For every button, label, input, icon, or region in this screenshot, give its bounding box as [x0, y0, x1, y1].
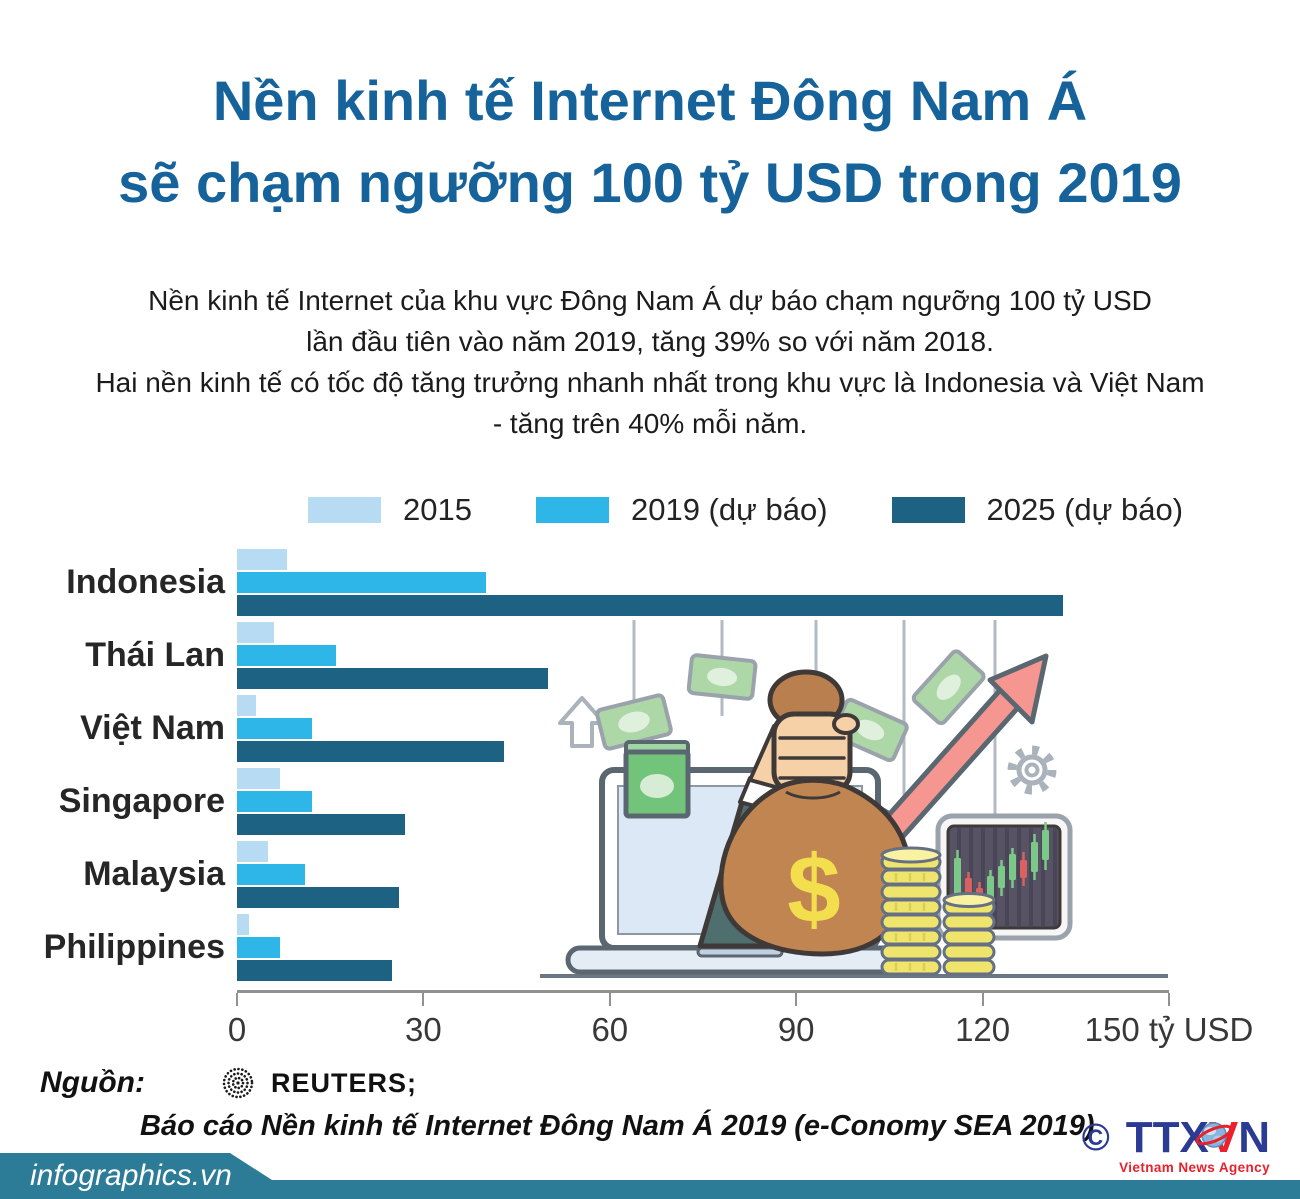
bar-2019 [237, 645, 337, 666]
bar-group [237, 768, 405, 835]
copyright-icon: © [1081, 1117, 1110, 1159]
legend-label: 2025 (dự báo) [986, 492, 1184, 527]
x-axis: 0 30 60 90 120 150 tỷ USD [228, 990, 1253, 1048]
legend-label: 2019 (dự báo) [630, 492, 828, 527]
title-line-1: Nền kinh tế Internet Đông Nam Á [212, 69, 1088, 132]
source-label: Nguồn: [40, 1066, 145, 1099]
ttxvn-ttx: TTX [1125, 1113, 1209, 1162]
axis-tick [981, 993, 984, 1006]
bar-group [237, 695, 505, 762]
dollar-sign: $ [787, 836, 840, 943]
axis-tick-label: 120 [955, 1011, 1011, 1048]
legend-swatch-2025 [891, 497, 965, 523]
money-bill-icon [595, 649, 986, 763]
hand-money-bag-icon: $ [697, 669, 912, 957]
axis-tick [236, 993, 238, 1006]
axis-tick [608, 993, 611, 1006]
source-agency: REUTERS; [270, 1067, 417, 1098]
legend-item-2015: 2015 [308, 492, 472, 528]
category-label: Philippines [43, 928, 225, 966]
legend: 2015 2019 (dự báo) 2025 (dự báo) [308, 492, 1183, 528]
source-report: Báo cáo Nền kinh tế Internet Đông Nam Á … [140, 1110, 1095, 1142]
bar-group [237, 549, 1064, 616]
bar-2025 [237, 595, 1064, 616]
globe-icon [1195, 1122, 1233, 1148]
source-block: Nguồn: REUTERS; Báo cáo Nền kinh tế Inte… [40, 1064, 1095, 1143]
axis-tick [795, 993, 798, 1006]
intro-line: Hai nền kinh tế có tốc độ tăng trưởng nh… [95, 367, 1205, 398]
category-label: Singapore [58, 782, 225, 820]
bar-2019 [237, 718, 312, 739]
axis-tick-label: 30 [405, 1011, 442, 1048]
page-title: Nền kinh tế Internet Đông Nam Á sẽ chạm … [0, 60, 1300, 224]
ttxvn-n: N [1238, 1113, 1270, 1162]
axis-tick [422, 993, 425, 1006]
bar-2019 [237, 937, 281, 958]
ttxvn-subtitle: Vietnam News Agency [1119, 1160, 1270, 1175]
bar-2025 [237, 814, 405, 835]
bar-2025 [237, 668, 548, 689]
chart-row: Việt Nam [0, 695, 1300, 762]
chart-row: Malaysia [0, 841, 1300, 908]
ttxvn-row: © TTXVN [1082, 1116, 1270, 1160]
axis-tick-label: 60 [591, 1011, 629, 1048]
chart-row: Philippines [0, 914, 1300, 981]
bar-2019 [237, 572, 486, 593]
bar-2019 [237, 791, 312, 812]
title-line-2: sẽ chạm ngưỡng 100 tỷ USD trong 2019 [118, 151, 1182, 214]
intro-line: Nền kinh tế Internet của khu vực Đông Na… [148, 285, 1152, 316]
legend-swatch-2019 [535, 497, 609, 523]
bar-group [237, 841, 399, 908]
bar-2015 [237, 695, 256, 716]
axis-tick-label: 150 tỷ USD [1084, 1011, 1254, 1048]
axis-tick-label: 0 [227, 1011, 247, 1048]
bar-2015 [237, 768, 281, 789]
bar-chart-rows: Indonesia Thái Lan Việt Nam Singapore Malays… [0, 549, 1300, 987]
axis-tick [1168, 993, 1170, 1006]
legend-item-2025: 2025 (dự báo) [891, 492, 1184, 528]
ttxvn-logo: © TTXVN Vietnam News Agency [1082, 1116, 1270, 1176]
bar-2025 [237, 741, 505, 762]
bar-2015 [237, 622, 275, 643]
chart-row: Thái Lan [0, 622, 1300, 689]
bar-2015 [237, 914, 250, 935]
legend-swatch-2015 [308, 497, 381, 523]
chart-row: Singapore [0, 768, 1300, 835]
reuters-logo-icon [222, 1067, 254, 1099]
site-label: infographics.vn [30, 1159, 232, 1192]
bar-group [237, 622, 548, 689]
bar-2025 [237, 887, 399, 908]
intro-line: - tăng trên 40% mỗi năm. [492, 408, 808, 439]
category-label: Thái Lan [85, 636, 225, 674]
gear-icon [1007, 745, 1057, 795]
legend-label: 2015 [403, 492, 472, 527]
axis-tick-label: 90 [777, 1011, 815, 1048]
bar-2025 [237, 960, 393, 981]
source-row: Nguồn: REUTERS; [40, 1064, 1095, 1102]
chart-row: Indonesia [0, 549, 1300, 616]
intro-line: lần đầu tiên vào năm 2019, tăng 39% so v… [306, 326, 994, 357]
category-label: Việt Nam [80, 709, 225, 747]
bar-2019 [237, 864, 306, 885]
bar-2015 [237, 841, 269, 862]
category-label: Malaysia [83, 855, 225, 893]
category-label: Indonesia [66, 563, 225, 601]
coin-stack-icon [880, 846, 996, 976]
legend-item-2019: 2019 (dự báo) [535, 492, 828, 528]
bar-group [237, 914, 393, 981]
intro-text: Nền kinh tế Internet của khu vực Đông Na… [0, 280, 1300, 444]
internet-economy-illustration: $ [540, 620, 1168, 978]
bar-2015 [237, 549, 287, 570]
money-tag-icon [623, 740, 691, 819]
